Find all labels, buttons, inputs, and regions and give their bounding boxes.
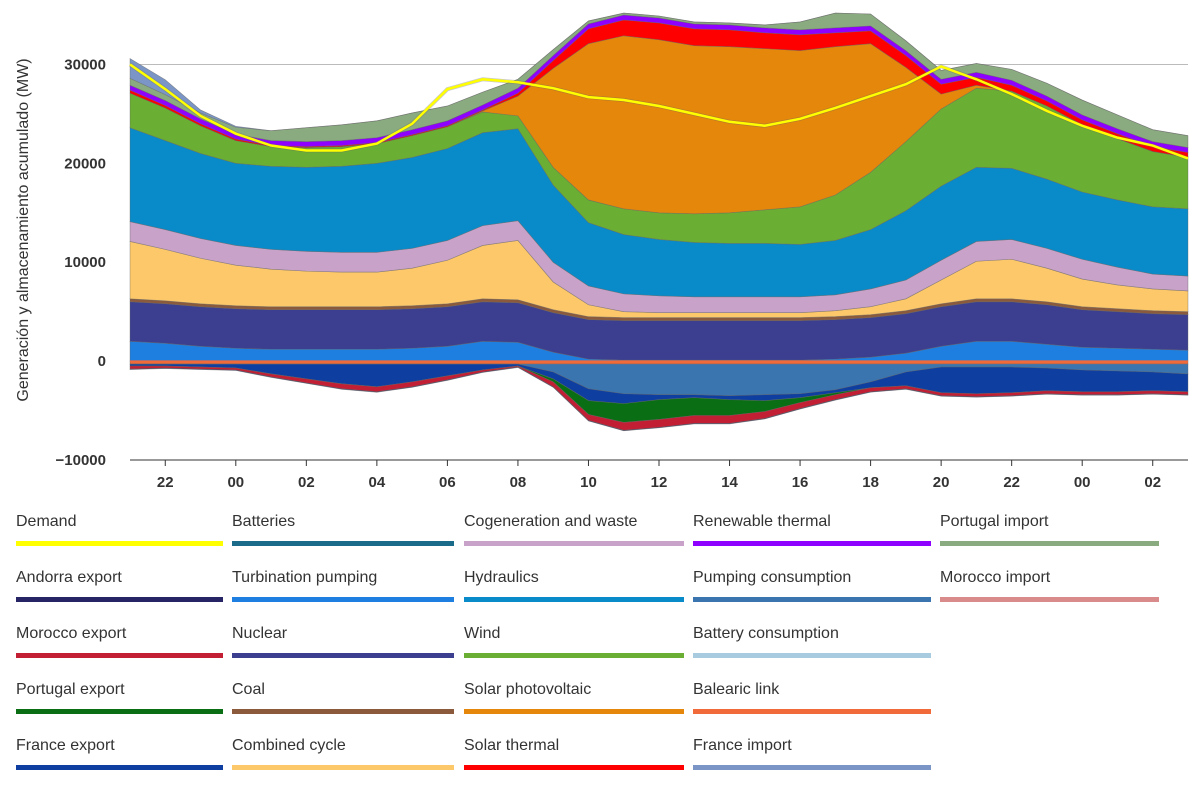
legend-label: France export [16,737,115,754]
x-tick-label: 02 [298,474,315,490]
legend-label: Morocco import [940,569,1051,586]
legend-swatch [232,709,454,714]
x-tick-label: 02 [1144,474,1161,490]
legend-label: Renewable thermal [693,513,831,530]
legend-item-batteries[interactable]: Batteries [232,505,454,546]
area-france-import [129,12,1189,136]
legend-swatch [464,653,684,658]
legend-label: Morocco export [16,625,127,642]
legend-item-wind[interactable]: Wind [464,617,684,658]
x-tick-label: 22 [1003,474,1020,490]
legend-label: Turbination pumping [232,569,378,586]
legend-label: Solar photovoltaic [464,681,592,698]
legend-item-andorra-export[interactable]: Andorra export [16,561,223,602]
legend-swatch [16,653,223,658]
x-tick-label: 04 [369,474,386,490]
legend-label: Coal [232,681,265,698]
legend-swatch [16,709,223,714]
legend-label: Hydraulics [464,569,539,586]
legend-item-portugal-import[interactable]: Portugal import [940,505,1159,546]
y-tick-label: 10000 [64,254,106,271]
legend-swatch [232,541,454,546]
legend-label: France import [693,737,792,754]
legend-label: Demand [16,513,77,530]
legend-item-renewable-thermal[interactable]: Renewable thermal [693,505,931,546]
legend-label: Wind [464,625,501,642]
legend-swatch [16,541,223,546]
x-tick-label: 08 [510,474,527,490]
legend-item-morocco-export[interactable]: Morocco export [16,617,223,658]
legend-item-combined-cycle[interactable]: Combined cycle [232,729,454,770]
stacked-area-chart: −10000 0 10000 20000 30000 22 00 02 04 06 08 10 12 14… [15,12,1189,490]
legend-swatch [693,653,931,658]
x-tick-label: 06 [439,474,456,490]
y-tick-label: 20000 [64,155,106,172]
legend-label: Balearic link [693,681,780,698]
legend-swatch [464,709,684,714]
area-series [129,12,1189,432]
legend-item-demand[interactable]: Demand [16,505,223,546]
legend-swatch [232,765,454,770]
x-tick-label: 00 [227,474,244,490]
x-tick-label: 00 [1074,474,1091,490]
x-tick-label: 22 [157,474,174,490]
legend-item-solar-photovoltaic[interactable]: Solar photovoltaic [464,673,684,714]
legend-swatch [693,709,931,714]
legend-item-solar-thermal[interactable]: Solar thermal [464,729,684,770]
legend-item-portugal-export[interactable]: Portugal export [16,673,223,714]
y-axis-label: Generación y almacenamiento acumulado (M… [15,58,32,401]
legend-swatch [232,653,454,658]
legend-label: Solar thermal [464,737,560,754]
demand-line-layer [128,62,1189,362]
legend-swatch [16,765,223,770]
legend-swatch [693,541,931,546]
legend-item-france-export[interactable]: France export [16,729,223,770]
x-tick-label: 12 [651,474,668,490]
legend-swatch [464,765,684,770]
legend-swatch [940,541,1159,546]
legend-label: Batteries [232,513,296,530]
x-tick-label: 18 [862,474,879,490]
legend-label: Andorra export [16,569,122,586]
legend-label: Battery consumption [693,625,839,642]
legend-label: Portugal import [940,513,1049,530]
legend-item-battery-consumption[interactable]: Battery consumption [693,617,931,658]
legend-swatch [16,597,223,602]
legend-item-france-import[interactable]: France import [693,729,931,770]
x-tick-label: 10 [580,474,597,490]
legend-swatch [464,541,684,546]
legend-label: Nuclear [232,625,288,642]
legend-label: Pumping consumption [693,569,852,586]
legend-item-turbination-pumping[interactable]: Turbination pumping [232,561,454,602]
y-tick-label: 0 [98,353,106,370]
x-tick-label: 14 [721,474,738,490]
legend-swatch [693,597,931,602]
axes: −10000 0 10000 20000 30000 22 00 02 04 06 08 10 12 14… [56,56,1188,490]
legend-label: Combined cycle [232,737,346,754]
legend-swatch [232,597,454,602]
y-tick-label: 30000 [64,56,106,73]
x-tick-label: 20 [933,474,950,490]
legend-item-coal[interactable]: Coal [232,673,454,714]
legend-swatch [940,597,1159,602]
legend: Demand Batteries Cogeneration and waste Ren… [0,505,1199,795]
legend-item-morocco-import[interactable]: Morocco import [940,561,1159,602]
demand-line [129,63,1189,160]
area-andorra-export [129,366,1189,432]
legend-swatch [693,765,931,770]
legend-item-nuclear[interactable]: Nuclear [232,617,454,658]
legend-item-balearic-link[interactable]: Balearic link [693,673,931,714]
legend-swatch [464,597,684,602]
x-tick-label: 16 [792,474,809,490]
legend-label: Portugal export [16,681,125,698]
legend-item-cogeneration-and-waste[interactable]: Cogeneration and waste [464,505,684,546]
y-tick-label: −10000 [56,452,106,469]
legend-item-hydraulics[interactable]: Hydraulics [464,561,684,602]
legend-label: Cogeneration and waste [464,513,638,530]
legend-item-pumping-consumption[interactable]: Pumping consumption [693,561,931,602]
